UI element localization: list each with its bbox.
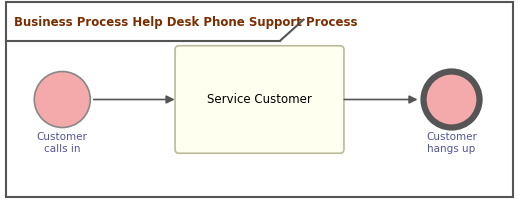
Text: Customer
hangs up: Customer hangs up <box>426 133 477 154</box>
Text: Business Process Help Desk Phone Support Process: Business Process Help Desk Phone Support… <box>14 16 358 29</box>
Circle shape <box>424 71 480 128</box>
FancyBboxPatch shape <box>6 2 513 197</box>
Text: Customer
calls in: Customer calls in <box>37 133 88 154</box>
FancyBboxPatch shape <box>175 46 344 153</box>
Circle shape <box>34 71 90 128</box>
Text: Service Customer: Service Customer <box>207 93 312 106</box>
